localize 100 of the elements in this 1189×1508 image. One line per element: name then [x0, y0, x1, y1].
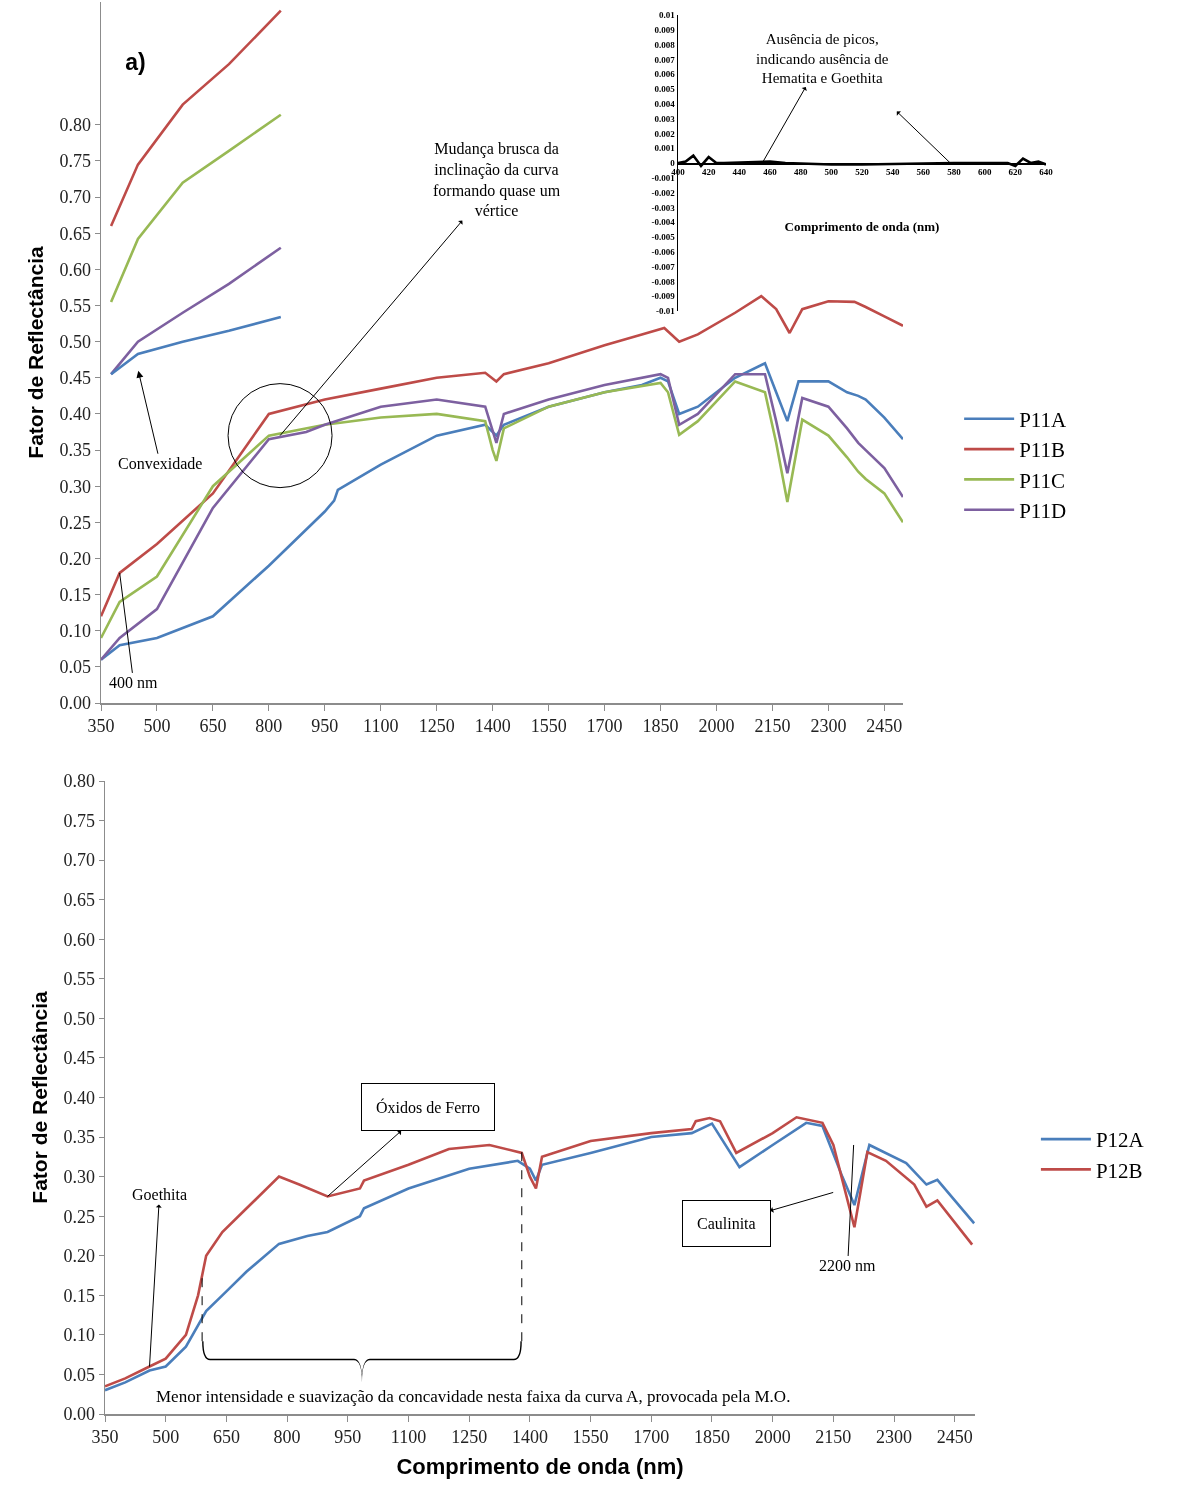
y-tick-label: -0.004: [651, 217, 676, 228]
line-series: [101, 294, 903, 618]
x-axis-title: Comprimento de onda (nm): [396, 1453, 684, 1479]
annotation: Ausência de picos, indicando ausência de Hematita e Goethita: [756, 31, 889, 86]
text: a): [125, 49, 146, 76]
x-tick-label: 1700: [586, 716, 623, 737]
legend-label: P12B: [1095, 1158, 1143, 1183]
annotation: Óxidos de Ferro: [376, 1098, 480, 1116]
y-tick-label: 0.005: [654, 84, 676, 95]
x-tick-label: 2450: [866, 716, 903, 737]
legend-label: P11D: [1019, 498, 1067, 523]
x-tick-label: 1250: [418, 716, 455, 737]
y-tick-label: 0.00: [63, 1404, 95, 1425]
x-tick-label: 600: [977, 167, 992, 178]
x-axis-title: Comprimento de onda (nm): [784, 218, 940, 234]
annotation: Convexidade: [118, 455, 203, 472]
y-tick-label: 0.00: [59, 693, 91, 714]
y-tick-label: -0.008: [651, 276, 676, 287]
y-tick-label: 0: [670, 158, 676, 169]
x-tick-label: 650: [212, 1427, 240, 1448]
y-axis-title: Fator de Reflectância: [27, 990, 51, 1204]
annotation: Goethita: [132, 1186, 188, 1203]
x-tick-label: 620: [1008, 167, 1023, 178]
y-tick-label: 0.15: [59, 584, 91, 605]
legend-label: P11B: [1019, 438, 1066, 463]
y-tick-label: 0.001: [654, 143, 676, 154]
x-tick-label: 1250: [451, 1427, 488, 1448]
x-tick-label: 1100: [363, 716, 399, 737]
y-tick-label: 0.40: [63, 1087, 95, 1108]
y-axis-title: Fator de Reflectância: [23, 245, 47, 459]
y-tick-label: 0.003: [654, 113, 676, 124]
y-tick-label: 0.40: [59, 404, 91, 425]
y-tick-label: 0.009: [654, 24, 676, 35]
x-tick-label: 650: [199, 716, 227, 737]
y-tick-label: 0.008: [654, 39, 676, 50]
y-tick-label: 0.65: [59, 223, 91, 244]
y-tick-label: -0.006: [651, 246, 676, 257]
y-tick-label: 0.70: [59, 187, 91, 208]
line-series: [109, 315, 283, 376]
annotation: Mudança brusca da inclinação da curva formando quase um vértice: [433, 140, 561, 220]
y-tick-label: 0.70: [63, 850, 95, 871]
y-tick-label: 0.20: [63, 1246, 95, 1267]
x-tick-label: 540: [885, 167, 900, 178]
y-tick-label: 0.45: [59, 368, 91, 389]
x-tick-label: 1100: [390, 1427, 427, 1448]
y-tick-label: -0.005: [651, 232, 676, 243]
x-tick-label: 460: [763, 167, 778, 178]
y-tick-label: 0.002: [654, 128, 676, 139]
y-tick-label: 0.05: [59, 657, 91, 678]
y-tick-label: 0.05: [63, 1364, 95, 1385]
x-tick-label: 1550: [530, 716, 567, 737]
annotation: 2200 nm: [819, 1257, 876, 1274]
y-tick-label: 0.60: [63, 929, 95, 950]
y-tick-label: 0.20: [59, 548, 91, 569]
y-tick-label: -0.009: [651, 291, 676, 302]
y-tick-label: 0.50: [63, 1008, 95, 1029]
x-tick-label: 1550: [572, 1427, 609, 1448]
x-tick-label: 2150: [754, 716, 791, 737]
x-tick-label: 1700: [633, 1427, 670, 1448]
x-tick-label: 2450: [936, 1427, 973, 1448]
x-tick-label: 800: [273, 1427, 301, 1448]
y-tick-label: 0.50: [59, 331, 91, 352]
x-tick-label: 950: [311, 716, 339, 737]
x-tick-label: 950: [334, 1427, 362, 1448]
y-tick-label: 0.10: [63, 1325, 95, 1346]
y-tick-label: 0.006: [654, 69, 676, 80]
y-tick-label: 0.80: [63, 771, 95, 792]
x-tick-label: 350: [87, 716, 115, 737]
y-tick-label: 0.30: [63, 1166, 95, 1187]
y-tick-label: 0.55: [59, 295, 91, 316]
legend-label: P12A: [1095, 1128, 1145, 1153]
y-tick-label: 0.15: [63, 1285, 95, 1306]
x-tick-label: 1400: [474, 716, 511, 737]
x-tick-label: 2000: [754, 1427, 791, 1448]
y-tick-label: -0.003: [651, 202, 676, 213]
x-tick-label: 640: [1039, 167, 1054, 178]
x-tick-label: 500: [152, 1427, 180, 1448]
line-series: [109, 9, 283, 228]
y-tick-label: 0.80: [59, 115, 91, 136]
x-tick-label: 580: [947, 167, 962, 178]
line-series: [109, 113, 283, 304]
x-tick-label: 500: [143, 716, 171, 737]
x-tick-label: 440: [732, 167, 747, 178]
y-tick-label: 0.01: [658, 10, 676, 21]
y-tick-label: 0.35: [63, 1127, 95, 1148]
y-tick-label: 0.007: [654, 54, 676, 65]
x-tick-label: 520: [855, 167, 870, 178]
y-tick-label: 0.25: [59, 512, 91, 533]
x-tick-label: 500: [824, 167, 839, 178]
annotation: Menor intensidade e suavização da concavidade nesta faixa da curva A, provocada pela M.O.: [156, 1387, 791, 1406]
legend-label: P11A: [1019, 408, 1068, 432]
y-tick-label: 0.65: [63, 889, 95, 910]
annotation: Caulinita: [697, 1215, 756, 1232]
annotation: 400 nm: [109, 674, 158, 691]
x-tick-label: 1400: [511, 1427, 548, 1448]
x-tick-label: 2300: [810, 716, 847, 737]
legend-label: P11C: [1019, 468, 1066, 493]
y-tick-label: 0.75: [63, 810, 95, 831]
y-tick-label: -0.002: [651, 187, 676, 198]
x-tick-label: 1850: [642, 716, 679, 737]
